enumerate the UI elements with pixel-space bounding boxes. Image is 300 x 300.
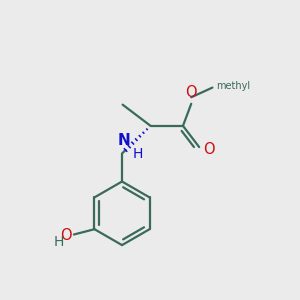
- Text: O: O: [203, 142, 214, 157]
- Text: H: H: [133, 147, 143, 161]
- Text: N: N: [118, 133, 130, 148]
- Text: O: O: [60, 229, 71, 244]
- Text: methyl: methyl: [216, 81, 250, 91]
- Text: O: O: [185, 85, 197, 100]
- Text: H: H: [53, 235, 64, 249]
